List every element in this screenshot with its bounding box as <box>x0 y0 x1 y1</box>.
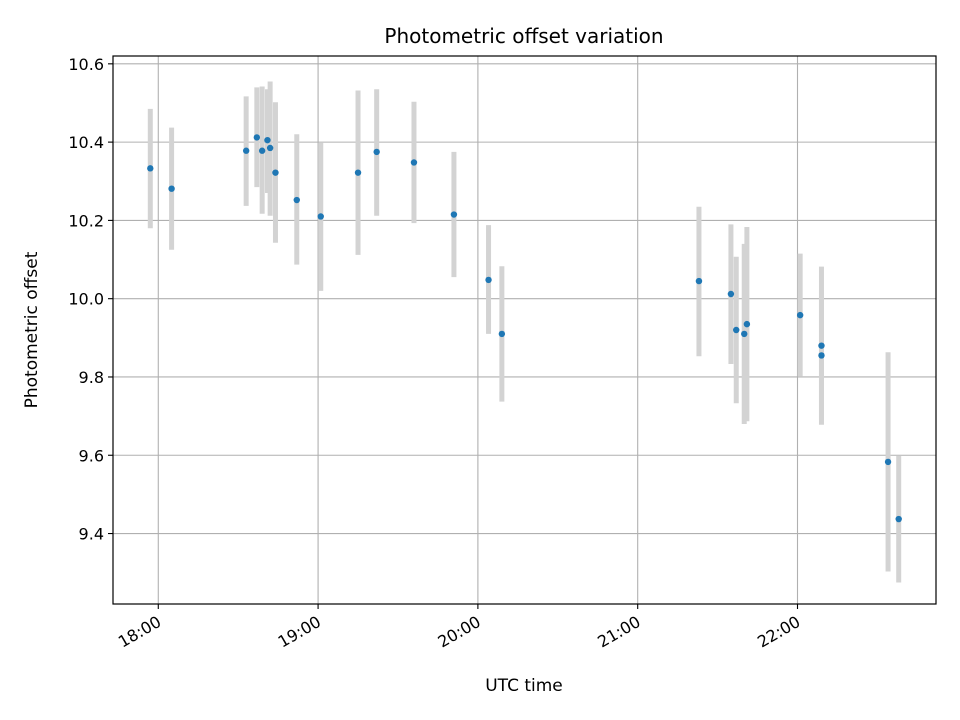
data-point <box>895 515 902 523</box>
x-tick-label: 22:00 <box>754 612 803 652</box>
data-point <box>242 147 250 154</box>
x-axis-ticks: 18:00 19:00 20:00 21:00 22:00 <box>115 604 804 652</box>
x-tick-label: 18:00 <box>115 612 164 652</box>
y-tick-label: 10.6 <box>68 55 104 74</box>
x-axis-label: UTC time <box>485 676 563 696</box>
y-tick-label: 10.0 <box>68 290 104 309</box>
data-point <box>727 290 735 298</box>
data-point <box>884 458 892 466</box>
data-point <box>818 352 825 359</box>
error-bars <box>147 81 902 583</box>
y-tick-label: 10.2 <box>68 211 104 230</box>
data-point <box>695 277 703 285</box>
data-point <box>498 330 506 338</box>
chart-title: Photometric offset variation <box>384 24 663 48</box>
plot-frame <box>112 55 937 605</box>
x-tick-label: 19:00 <box>275 612 324 652</box>
data-point <box>317 213 324 220</box>
data-point <box>818 342 825 349</box>
data-point <box>743 320 751 328</box>
data-point <box>354 169 362 176</box>
y-axis-ticks: 9.4 9.6 9.8 10.0 10.2 10.4 10.6 <box>68 55 113 544</box>
data-point <box>253 134 261 141</box>
x-tick-label: 21:00 <box>594 612 643 652</box>
y-tick-label: 10.4 <box>68 133 104 152</box>
data-point <box>293 196 300 204</box>
data-point <box>741 330 748 338</box>
data-point <box>373 148 380 156</box>
data-point <box>485 276 492 284</box>
data-point <box>450 211 458 218</box>
grid-lines <box>113 56 936 604</box>
data-point <box>168 185 175 192</box>
data-points <box>147 134 902 523</box>
data-point <box>272 169 279 176</box>
data-point <box>796 311 804 319</box>
data-point <box>266 144 274 152</box>
data-point <box>258 147 266 154</box>
x-tick-label: 20:00 <box>434 612 483 652</box>
data-point <box>733 326 740 334</box>
y-axis-label: Photometric offset <box>22 251 42 408</box>
y-tick-label: 9.6 <box>79 446 104 465</box>
data-point <box>147 165 154 172</box>
data-point <box>410 159 418 166</box>
y-tick-label: 9.4 <box>79 525 104 544</box>
y-tick-label: 9.8 <box>79 368 104 387</box>
data-point <box>264 136 271 144</box>
